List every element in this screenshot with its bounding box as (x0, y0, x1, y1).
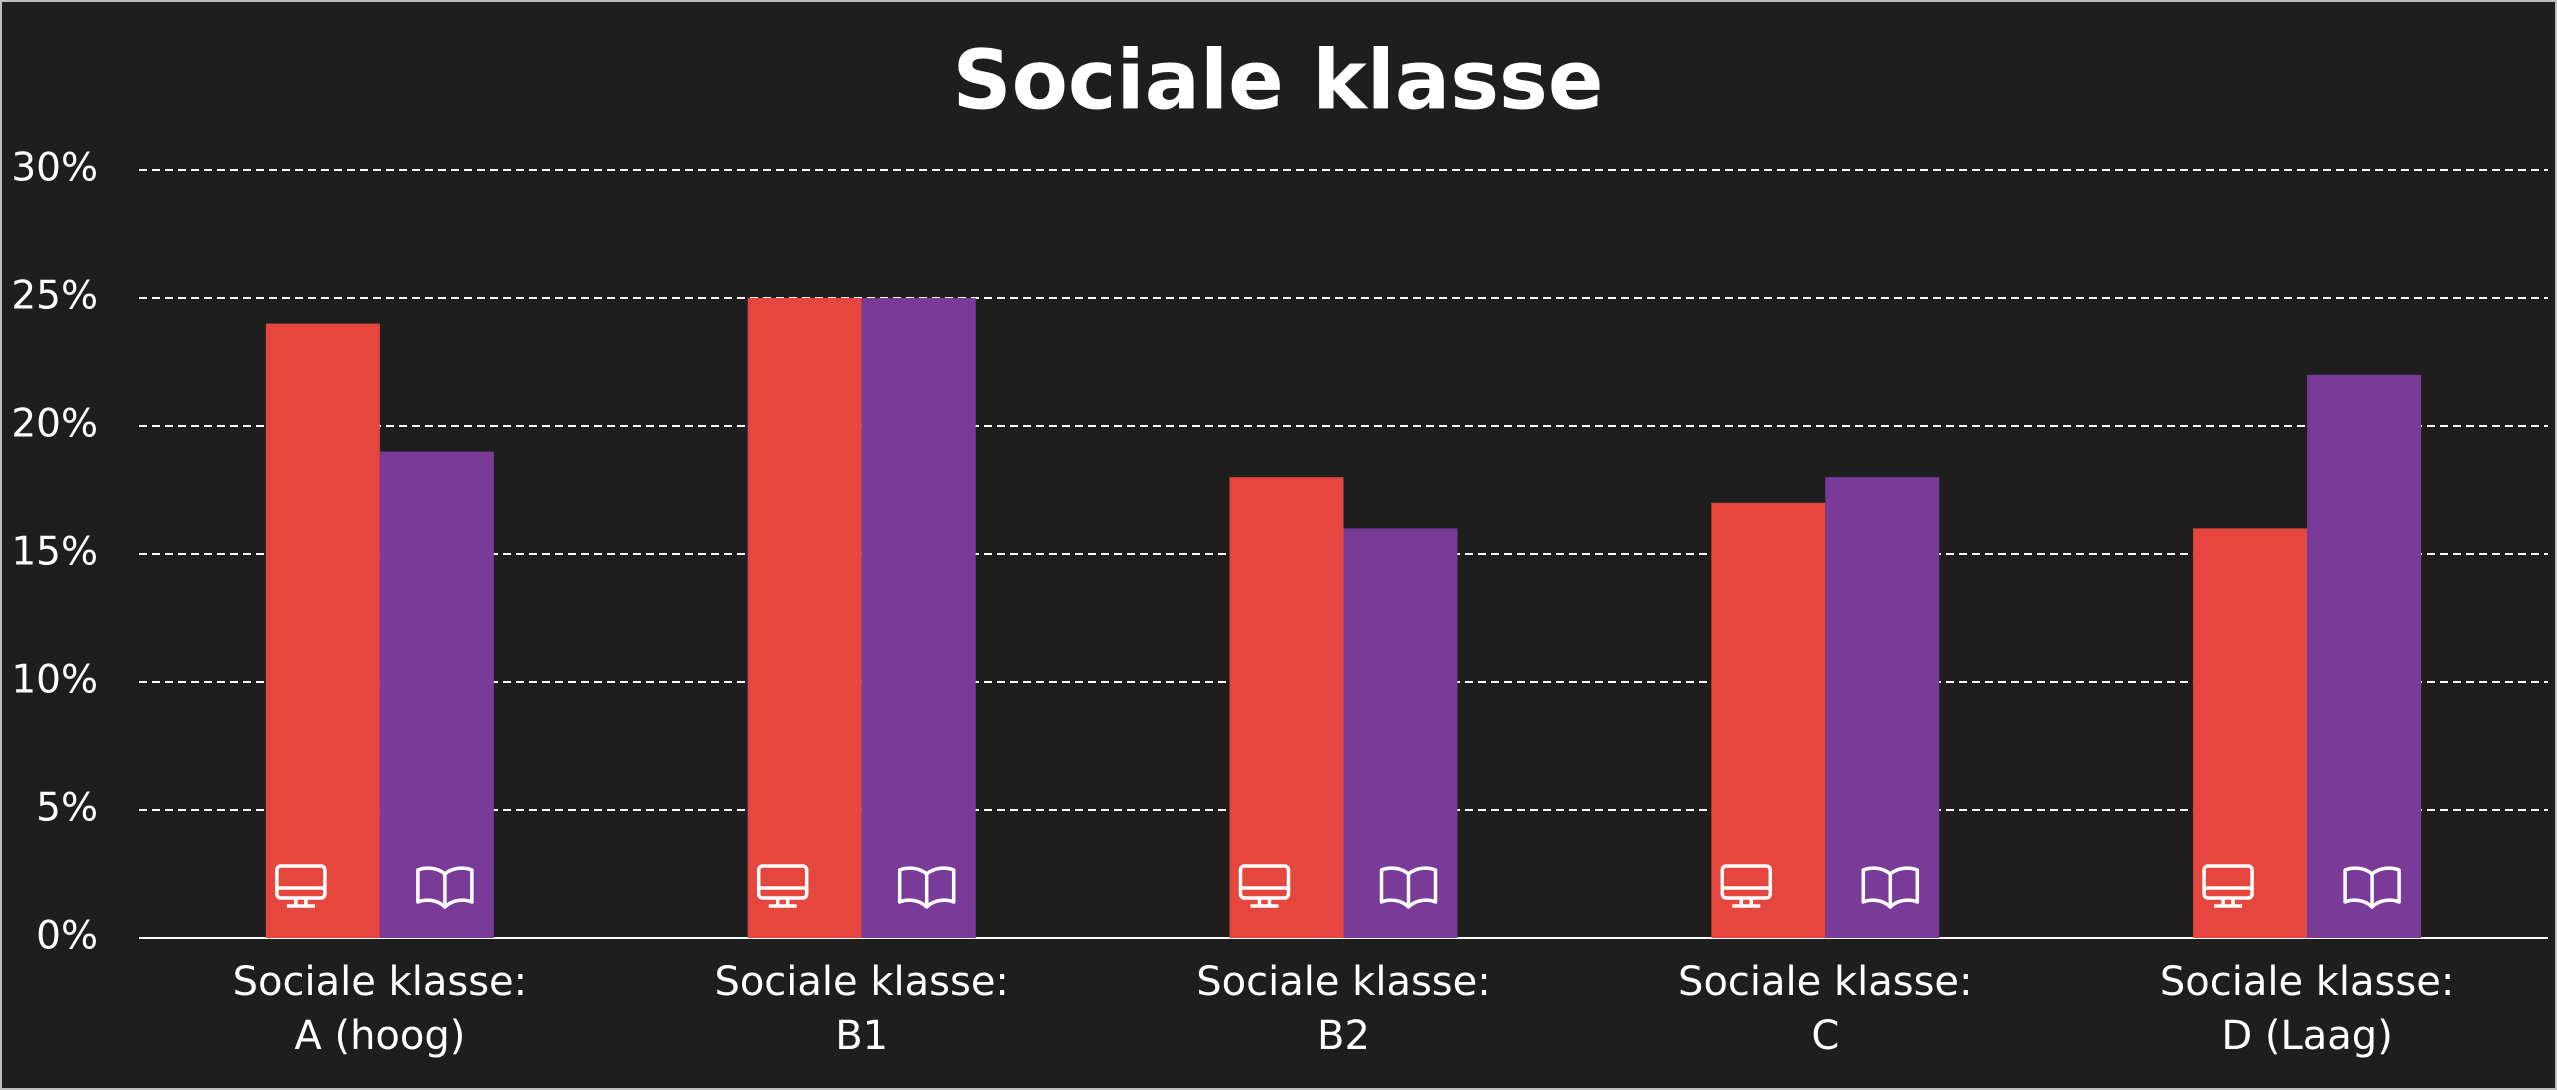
bar (2193, 528, 2308, 938)
monitor-icon (756, 864, 809, 908)
bar (1825, 477, 1940, 938)
icon-part (275, 864, 327, 900)
icon-part (1238, 864, 1291, 900)
book-icon (2343, 866, 2401, 909)
x-tick-label: Sociale klasse: D (Laag) (2159, 959, 2455, 1059)
x-tick-label: Sociale klasse: C (1678, 959, 1973, 1059)
icon-part (756, 864, 809, 900)
bar (1711, 502, 1826, 938)
y-tick-label: 30% (11, 146, 98, 191)
book-icon (897, 866, 956, 909)
bar (747, 298, 862, 938)
x-tick-label: Sociale klasse: B2 (1196, 959, 1491, 1059)
bar (1343, 528, 1458, 938)
y-tick-label: 25% (11, 274, 98, 319)
monitor-icon (2202, 864, 2254, 908)
x-tick-label: Sociale klasse: A (hoog) (232, 959, 528, 1059)
bar (861, 298, 976, 938)
y-tick-label: 0% (36, 914, 98, 959)
monitor-icon (275, 864, 327, 908)
icon-part (1720, 864, 1773, 900)
bar (379, 451, 494, 938)
y-tick-label: 15% (11, 530, 98, 575)
icon-part (2202, 864, 2254, 900)
book-icon (416, 866, 474, 909)
y-tick-label: 20% (11, 402, 98, 447)
bar (2307, 374, 2422, 938)
chart-title: Sociale klasse (953, 33, 1604, 128)
monitor-icon (1720, 864, 1773, 908)
y-tick-label: 10% (11, 658, 98, 703)
icon-part (2343, 866, 2401, 909)
icon-part (1861, 866, 1920, 909)
bar (265, 323, 380, 939)
book-icon (1379, 866, 1438, 909)
book-icon (1861, 866, 1920, 909)
icon-part (897, 866, 956, 909)
monitor-icon (1238, 864, 1291, 908)
icon-part (416, 866, 474, 909)
icon-part (1379, 866, 1438, 909)
x-tick-label: Sociale klasse: B1 (714, 959, 1009, 1059)
bar (1229, 477, 1344, 938)
y-tick-label: 5% (36, 786, 98, 831)
